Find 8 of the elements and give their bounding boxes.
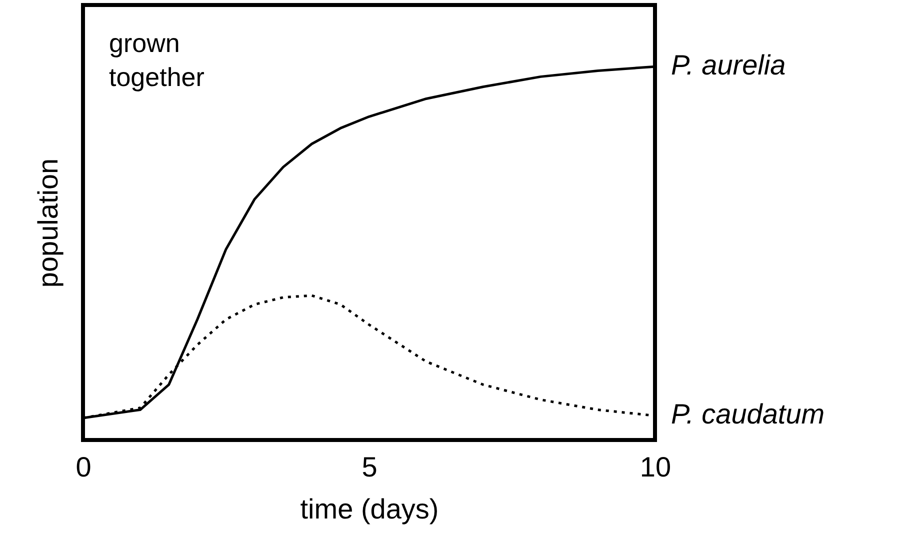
y-axis-title: population: [32, 158, 64, 288]
series-label: P. aurelia: [671, 50, 786, 81]
x-tick-label: 0: [76, 452, 92, 482]
x-axis-title: time (days): [300, 494, 439, 524]
series-label: P. caudatum: [671, 398, 825, 430]
annotation: grown together: [109, 28, 205, 92]
x-tick-label: 10: [640, 452, 672, 482]
x-tick-label: 5: [362, 452, 378, 482]
